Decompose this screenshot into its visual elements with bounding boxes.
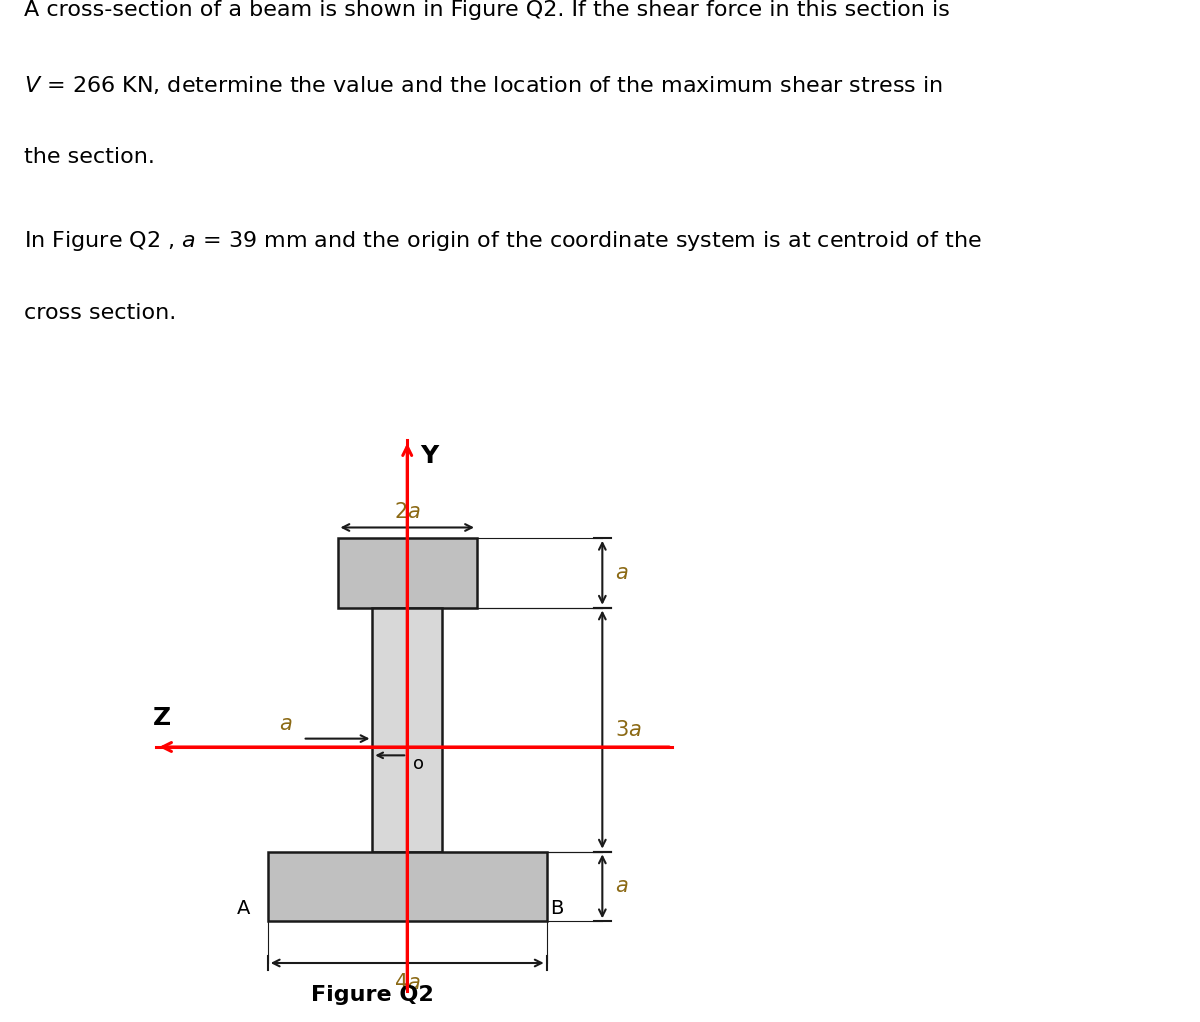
Text: Z: Z [152, 705, 172, 730]
Bar [337, 538, 476, 608]
Text: A cross-section of a beam is shown in Figure Q2. If the shear force in this sect: A cross-section of a beam is shown in Fi… [24, 0, 950, 20]
Text: $a$: $a$ [614, 563, 629, 583]
Text: the section.: the section. [24, 147, 155, 168]
Text: $a$: $a$ [614, 876, 629, 896]
Bar [372, 608, 442, 851]
Text: $2a$: $2a$ [394, 502, 420, 522]
Text: $3a$: $3a$ [614, 719, 642, 740]
Text: Y: Y [420, 444, 438, 468]
Text: cross section.: cross section. [24, 303, 176, 323]
Text: Figure Q2: Figure Q2 [311, 985, 433, 1005]
Text: B: B [550, 898, 564, 918]
Text: $4a$: $4a$ [394, 973, 420, 993]
Bar [268, 851, 546, 921]
Text: o: o [413, 755, 424, 774]
Text: $a$: $a$ [278, 714, 293, 735]
Text: $V$ = 266 KN, determine the value and the location of the maximum shear stress i: $V$ = 266 KN, determine the value and th… [24, 74, 943, 96]
Text: A: A [238, 898, 251, 918]
Text: In Figure Q2 , $a$ = 39 mm and the origin of the coordinate system is at centroi: In Figure Q2 , $a$ = 39 mm and the origi… [24, 229, 982, 252]
